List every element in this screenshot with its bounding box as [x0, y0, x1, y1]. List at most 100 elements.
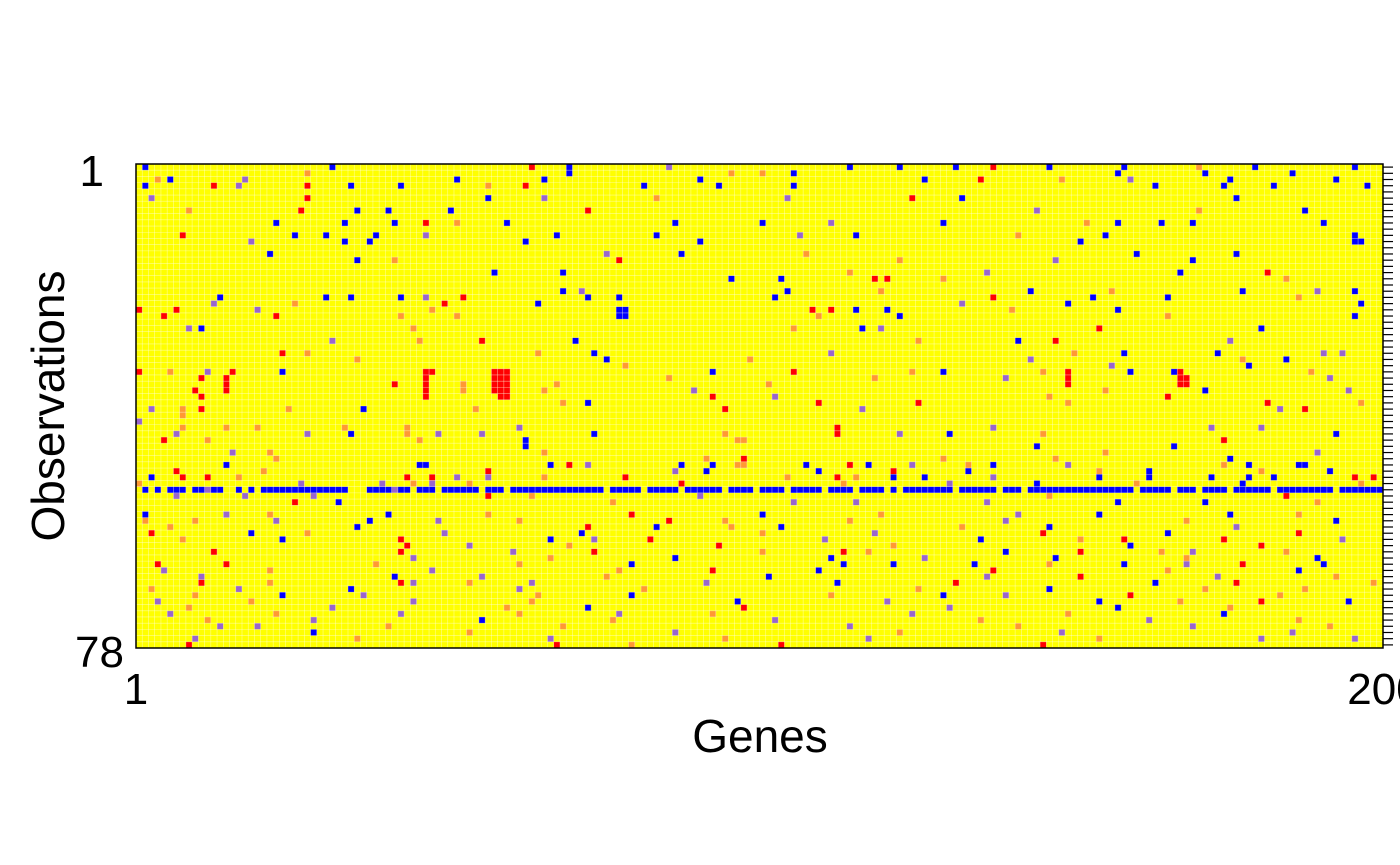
y-axis-label: Observations [22, 270, 74, 541]
heatmap-cell [466, 480, 473, 487]
heatmap-cell [1152, 486, 1159, 493]
heatmap-cell [778, 275, 785, 282]
heatmap-cell [1114, 219, 1122, 227]
heatmap-cell [460, 387, 467, 394]
heatmap-cell [559, 399, 567, 406]
heatmap-cell [952, 579, 960, 586]
heatmap-cell [1283, 486, 1290, 493]
heatmap-cell [291, 499, 299, 506]
heatmap-cell [366, 238, 373, 245]
heatmap-cell [1289, 170, 1296, 177]
heatmap-cell [466, 486, 473, 493]
heatmap-cell [553, 486, 560, 493]
heatmap-cell [547, 461, 554, 469]
heatmap-cell [1146, 468, 1153, 475]
heatmap-cell [1015, 623, 1022, 630]
heatmap-cell [1333, 430, 1340, 438]
heatmap-cell [248, 598, 255, 605]
heatmap-cell [1065, 610, 1072, 617]
heatmap-cell [173, 486, 180, 493]
heatmap-cell [759, 219, 766, 227]
heatmap-cell [397, 610, 405, 617]
heatmap-cell [622, 306, 629, 313]
heatmap-cell [1264, 486, 1271, 493]
heatmap-cell [341, 486, 348, 493]
heatmap-cell [1301, 461, 1309, 469]
heatmap-cell [940, 219, 947, 227]
heatmap-cell [915, 399, 922, 406]
heatmap-cell [1320, 486, 1327, 493]
heatmap-cell [1096, 474, 1103, 481]
heatmap-cell [1345, 387, 1352, 394]
heatmap-cell [528, 486, 536, 493]
heatmap-cell [148, 530, 155, 537]
heatmap-cell [990, 294, 997, 301]
heatmap-cell [528, 492, 536, 500]
heatmap-cell [815, 312, 822, 320]
heatmap-cell [790, 182, 797, 189]
heatmap-cell [229, 449, 236, 456]
heatmap-cell [803, 461, 810, 469]
heatmap-cell [1320, 561, 1327, 568]
heatmap-cell [198, 325, 205, 332]
heatmap-cell [298, 207, 305, 214]
heatmap-cell [584, 604, 592, 611]
heatmap-cell [1189, 486, 1196, 493]
y-tick-label-bottom: 78 [75, 628, 124, 677]
heatmap-cell [1208, 486, 1215, 493]
heatmap-cell [709, 610, 716, 617]
heatmap-cell [503, 374, 511, 382]
row-tick-marks [1383, 166, 1393, 646]
heatmap-cell [204, 474, 211, 481]
heatmap-cell [915, 486, 922, 493]
heatmap-cell [834, 424, 841, 431]
heatmap-cell [528, 579, 536, 586]
heatmap-cell [516, 610, 523, 617]
heatmap-cell [179, 232, 186, 239]
heatmap-cell [1052, 486, 1059, 493]
heatmap-cell [485, 468, 492, 475]
heatmap-cell [1326, 486, 1334, 493]
heatmap-cell [765, 573, 772, 580]
heatmap-cell [410, 554, 417, 562]
heatmap-cell [235, 182, 242, 189]
heatmap-cell [1121, 561, 1128, 568]
heatmap-cell [697, 492, 704, 500]
heatmap-cell [622, 362, 629, 369]
heatmap-cell [341, 424, 348, 431]
heatmap-cell [422, 368, 430, 375]
heatmap-cell [1177, 486, 1184, 493]
heatmap-cell [354, 356, 361, 363]
heatmap-cell [722, 406, 729, 413]
heatmap-cell [1027, 356, 1034, 363]
heatmap-cell [1189, 623, 1196, 630]
heatmap-cell [715, 182, 723, 189]
heatmap-cell [279, 368, 286, 375]
heatmap-cell [616, 306, 623, 313]
heatmap-cell [1102, 486, 1109, 493]
heatmap-cell [628, 486, 635, 493]
heatmap-cell [1202, 585, 1209, 593]
heatmap-cell [1258, 542, 1265, 549]
heatmap-cell [1127, 542, 1134, 549]
heatmap-cell [803, 250, 810, 258]
heatmap-cell [453, 312, 461, 320]
heatmap-cell [422, 219, 430, 227]
heatmap-cell [578, 288, 585, 295]
heatmap-cell [983, 269, 991, 276]
heatmap-cell [429, 480, 436, 487]
heatmap-cell [1227, 604, 1234, 611]
heatmap-cell [1351, 486, 1359, 493]
heatmap-cell [1245, 474, 1253, 481]
heatmap-cell [1339, 536, 1346, 543]
heatmap-cell [672, 629, 679, 636]
heatmap-cell [1033, 443, 1041, 450]
heatmap-cell [1065, 399, 1072, 406]
heatmap-cell [815, 399, 822, 406]
heatmap-cell [584, 399, 592, 406]
heatmap-cell [391, 486, 398, 493]
heatmap-cell [410, 325, 417, 332]
heatmap-cell [497, 381, 504, 388]
heatmap-cell [1183, 517, 1190, 524]
heatmap-cell [553, 381, 560, 388]
